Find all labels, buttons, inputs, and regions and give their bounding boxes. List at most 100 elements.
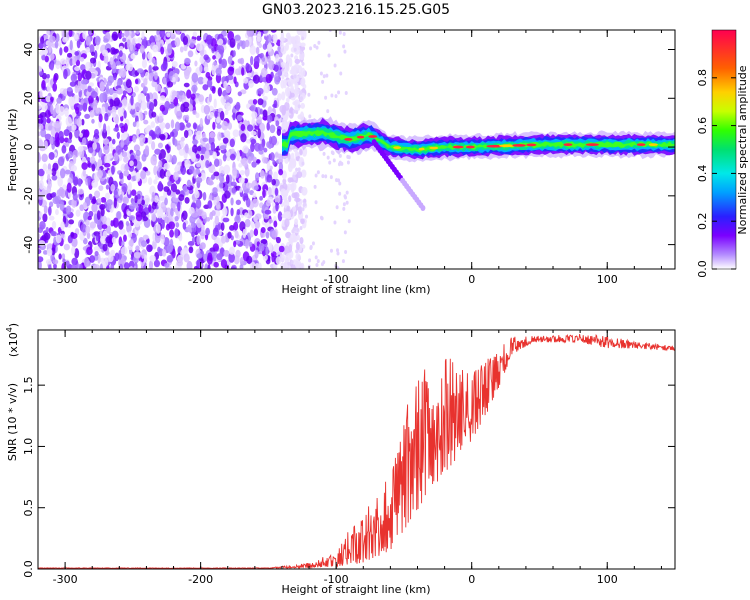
- noise-blob: [92, 99, 98, 107]
- noise-blob: [89, 44, 95, 54]
- noise-speck: [346, 160, 350, 165]
- noise-blob: [215, 238, 220, 244]
- ridge-peak: [563, 143, 573, 147]
- noise-speck: [338, 153, 342, 158]
- noise-blob: [179, 30, 187, 33]
- noise-blob: [97, 158, 103, 167]
- noise-blob: [67, 151, 74, 159]
- noise-blob: [213, 261, 219, 268]
- noise-blob: [230, 197, 234, 206]
- noise-blob: [217, 87, 223, 97]
- noise-speck: [314, 200, 318, 205]
- noise-blob: [191, 231, 195, 238]
- noise-blob: [94, 35, 101, 46]
- noise-speck: [321, 79, 325, 84]
- noise-blob: [192, 110, 197, 116]
- noise-blob: [293, 90, 299, 98]
- noise-blob: [186, 179, 192, 188]
- noise-blob: [207, 180, 214, 186]
- noise-blob: [155, 223, 161, 234]
- noise-blob: [123, 213, 128, 220]
- noise-blob: [188, 246, 194, 254]
- noise-blob: [127, 184, 131, 195]
- noise-blob: [186, 260, 193, 269]
- noise-blob: [55, 234, 62, 244]
- noise-blob: [127, 102, 132, 112]
- noise-blob: [76, 85, 82, 92]
- noise-blob: [258, 242, 265, 252]
- noise-blob: [268, 242, 273, 252]
- noise-blob: [136, 193, 141, 200]
- noise-blob: [82, 102, 88, 112]
- noise-blob: [48, 206, 52, 216]
- noise-blob: [85, 219, 90, 226]
- noise-blob: [135, 171, 141, 182]
- noise-blob: [77, 188, 84, 195]
- noise-blob: [260, 239, 268, 245]
- spectrogram-x-tick-label: -200: [188, 273, 213, 286]
- noise-blob: [243, 178, 249, 184]
- noise-blob: [289, 158, 297, 169]
- noise-blob: [211, 64, 216, 76]
- noise-blob: [285, 73, 289, 78]
- noise-blob: [263, 83, 271, 94]
- noise-blob: [45, 169, 53, 176]
- noise-blob: [265, 231, 270, 239]
- noise-blob: [115, 60, 121, 66]
- noise-blob: [102, 138, 110, 146]
- noise-blob: [70, 264, 77, 269]
- spectrogram-frame: [37, 29, 676, 270]
- noise-blob: [119, 45, 124, 52]
- noise-blob: [212, 187, 218, 195]
- noise-blob: [166, 189, 172, 196]
- noise-blob: [113, 197, 117, 209]
- noise-blob: [159, 168, 166, 179]
- noise-blob: [83, 257, 90, 268]
- noise-speck: [326, 155, 330, 160]
- noise-blob: [82, 202, 87, 209]
- noise-blob: [155, 125, 161, 135]
- noise-blob: [64, 107, 69, 117]
- noise-blob: [153, 259, 161, 268]
- noise-blob: [266, 161, 271, 172]
- noise-blob: [42, 163, 48, 172]
- ridge-peak: [356, 135, 365, 139]
- noise-blob: [199, 50, 205, 57]
- noise-blob: [43, 205, 48, 214]
- noise-blob: [273, 171, 278, 181]
- spectrogram-x-tick-label: 100: [597, 273, 618, 286]
- noise-blob: [87, 175, 91, 186]
- noise-blob: [66, 87, 73, 92]
- noise-blob: [119, 263, 124, 269]
- noise-blob: [239, 221, 246, 232]
- noise-blob: [281, 91, 286, 101]
- noise-blob: [230, 148, 235, 154]
- noise-blob: [141, 59, 148, 69]
- noise-blob: [264, 209, 272, 215]
- noise-blob: [99, 235, 107, 244]
- noise-speck: [291, 229, 295, 234]
- noise-blob: [41, 153, 48, 163]
- noise-blob: [295, 253, 301, 261]
- snr-y-tick-label: 0.0: [22, 560, 35, 578]
- noise-blob: [120, 246, 128, 255]
- noise-blob: [69, 58, 73, 67]
- noise-blob: [160, 46, 165, 55]
- noise-blob: [137, 93, 143, 104]
- noise-blob: [194, 60, 198, 67]
- noise-blob: [55, 209, 59, 216]
- noise-blob: [63, 68, 68, 80]
- noise-blob: [183, 82, 190, 88]
- noise-blob: [164, 100, 171, 110]
- noise-blob: [175, 222, 180, 228]
- noise-blob: [169, 131, 175, 137]
- noise-blob: [143, 194, 150, 205]
- noise-blob: [211, 210, 216, 217]
- noise-blob: [191, 72, 199, 83]
- noise-blob: [205, 34, 213, 45]
- noise-blob: [286, 205, 291, 213]
- noise-blob: [266, 114, 273, 123]
- noise-speck: [309, 245, 313, 250]
- noise-speck: [295, 249, 299, 254]
- noise-blob: [40, 128, 47, 138]
